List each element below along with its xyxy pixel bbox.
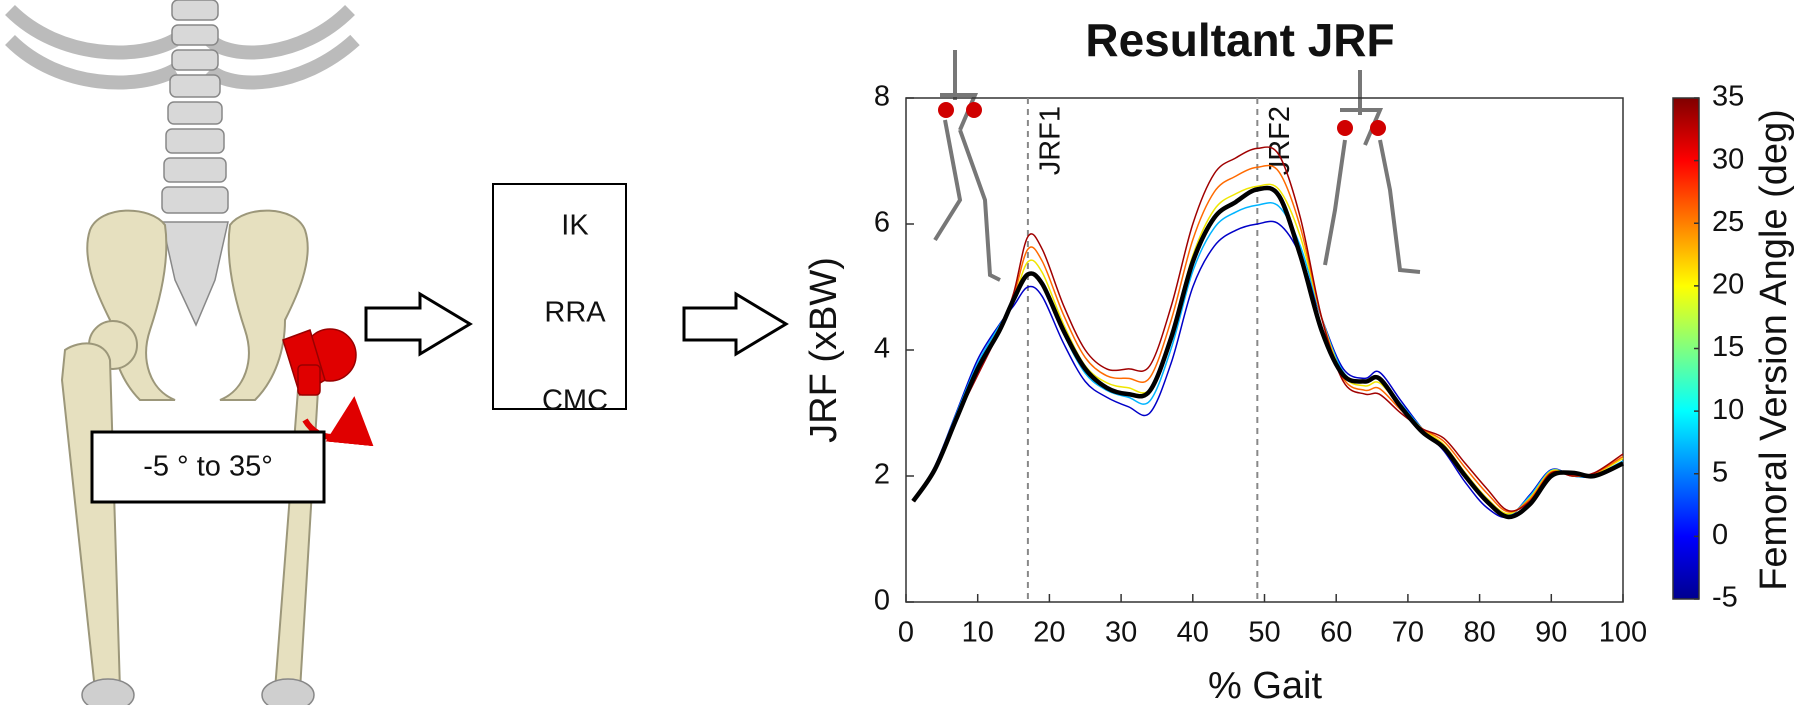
series-line xyxy=(911,185,1624,520)
series-line xyxy=(912,164,1624,513)
x-axis-label: % Gait xyxy=(1208,665,1322,705)
colorbar-tick-label: 10 xyxy=(1712,394,1744,426)
x-tick-label: 60 xyxy=(1320,617,1352,649)
series-line xyxy=(912,146,1624,512)
y-axis-label: JRF (xBW) xyxy=(803,257,845,443)
x-tick-label: 20 xyxy=(1033,617,1065,649)
range-label: -5 ° to 35° xyxy=(143,451,273,483)
y-tick-label: 0 xyxy=(874,585,890,617)
arrow xyxy=(364,291,473,357)
steps-box xyxy=(492,183,627,410)
arrow xyxy=(682,291,789,357)
skeleton-illustration: -5 ° to 35° xyxy=(5,0,374,705)
y-tick-label: 6 xyxy=(874,207,890,239)
colorbar-tick-label: 35 xyxy=(1712,81,1744,113)
x-tick-label: 30 xyxy=(1105,617,1137,649)
series-line xyxy=(912,201,1624,516)
x-tick-label: 70 xyxy=(1392,617,1424,649)
chart-title: Resultant JRF xyxy=(1085,14,1394,66)
colorbar-tick-label: 5 xyxy=(1712,456,1728,488)
colorbar-tick-label: 20 xyxy=(1712,269,1744,301)
colorbar-tick-label: 15 xyxy=(1712,331,1744,363)
step-label: RRA xyxy=(544,297,606,329)
series-line xyxy=(912,183,1624,515)
annotation-label: JRF1 xyxy=(1035,106,1067,175)
colorbar-tick-label: 30 xyxy=(1712,143,1744,175)
colorbar-tick-label: -5 xyxy=(1712,582,1738,614)
inset-skeleton xyxy=(933,50,1421,282)
step-label: CMC xyxy=(542,385,608,417)
series-line xyxy=(912,220,1624,519)
y-tick-label: 8 xyxy=(874,81,890,113)
range-box xyxy=(90,430,326,504)
x-tick-label: 10 xyxy=(962,617,994,649)
x-tick-label: 80 xyxy=(1463,617,1495,649)
step-label: IK xyxy=(561,210,589,242)
y-tick-label: 2 xyxy=(874,459,890,491)
colorbar-label: Femoral Version Angle (deg) xyxy=(1753,109,1795,591)
x-tick-label: 40 xyxy=(1177,617,1209,649)
x-tick-label: 100 xyxy=(1599,617,1647,649)
x-tick-label: 0 xyxy=(898,617,914,649)
x-tick-label: 50 xyxy=(1248,617,1280,649)
y-tick-label: 4 xyxy=(874,333,890,365)
colorbar-tick-label: 0 xyxy=(1712,519,1728,551)
colorbar-tick-label: 25 xyxy=(1712,206,1744,238)
annotation-label: JRF2 xyxy=(1264,106,1296,175)
x-tick-label: 90 xyxy=(1535,617,1567,649)
